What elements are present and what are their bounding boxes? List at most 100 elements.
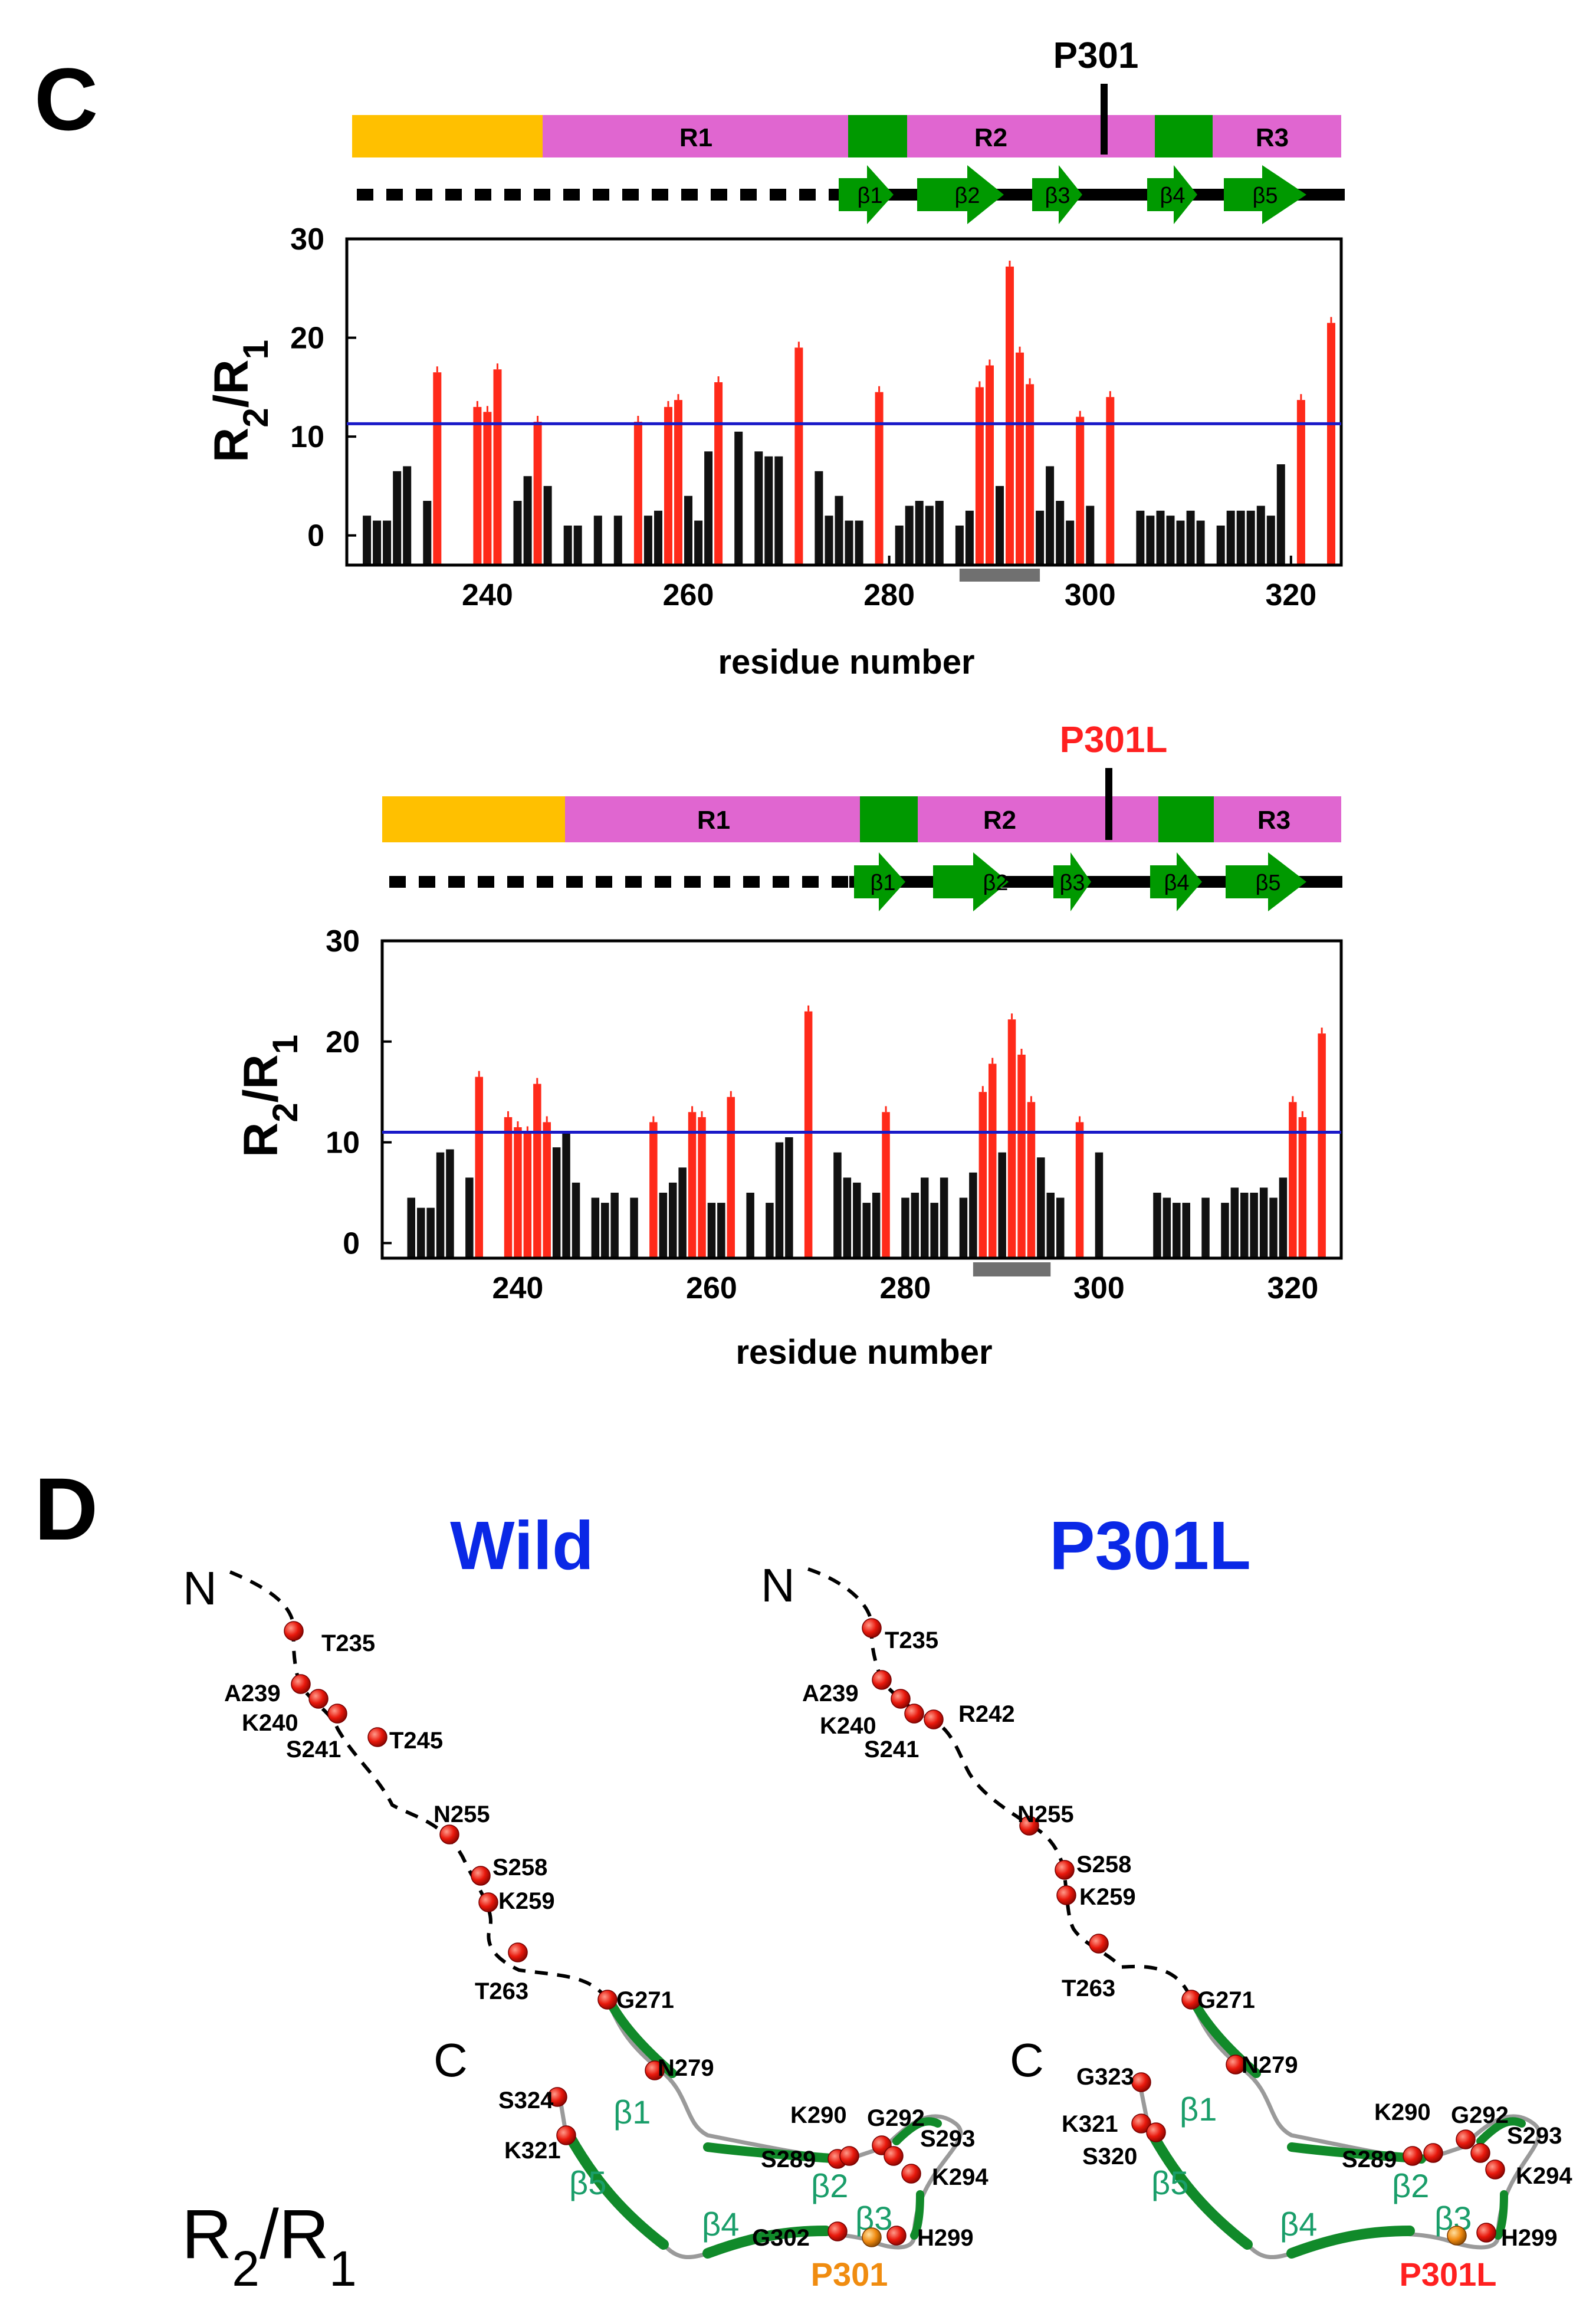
mutant-c-terminus-label: C — [1010, 2034, 1044, 2086]
mutant-residue-label-g292: G292 — [1451, 2102, 1509, 2128]
chart1-xtick-label-260: 260 — [663, 578, 714, 612]
mutant-ribbon-b3b — [1494, 2190, 1508, 2240]
chart1-strand-label-b2: β2 — [955, 183, 980, 208]
chart1-bar-321 — [1296, 400, 1305, 565]
chart2-bar-295 — [1046, 1193, 1055, 1258]
chart1-bar-241 — [493, 369, 502, 565]
chart2-xtick-label-280: 280 — [880, 1271, 931, 1305]
panel-d-label: D — [34, 1459, 98, 1558]
chart2-bar-315 — [1240, 1193, 1249, 1258]
chart2-bar-232 — [436, 1152, 445, 1258]
chart2-ytick-label-30: 30 — [326, 924, 360, 959]
chart1-mutation-label: P301 — [1053, 35, 1139, 76]
chart1-bar-319 — [1276, 464, 1285, 565]
chart2-strand-label-b5: β5 — [1256, 871, 1281, 895]
wild-residue-label-k321: K321 — [504, 2138, 561, 2164]
mutant-ribbon-b4 — [1286, 2226, 1415, 2259]
chart2-xtick-label-240: 240 — [492, 1271, 544, 1305]
chart2-bar-294 — [1037, 1157, 1045, 1258]
chart2-core-segment — [973, 1262, 1051, 1276]
wild-residue-ball-k321 — [556, 2125, 576, 2145]
mutant-residue-ball-h299 — [1476, 2223, 1496, 2243]
chart1-bar-257 — [654, 510, 662, 565]
mutant-residue-ball-t235 — [862, 1618, 882, 1638]
chart2-bar-270 — [804, 1011, 813, 1258]
chart2-bar-278 — [882, 1112, 890, 1258]
mutant-residue-ball-s320 — [1146, 2122, 1166, 2142]
chart2-frame — [380, 939, 1343, 1260]
chart2-bar-252 — [630, 1197, 638, 1258]
chart1-bar-295 — [1036, 510, 1045, 565]
chart2-bar-244 — [552, 1147, 561, 1258]
chart2-plot: 240 260 280 300 320 0 10 20 30 residue number R2… — [234, 924, 1343, 1371]
mutant-mutation-label: P301L — [1400, 2256, 1497, 2293]
chart1-bar-290 — [986, 365, 994, 565]
wild-residue-label-s289: S289 — [761, 2147, 816, 2172]
chart1-bar-314 — [1226, 510, 1235, 565]
chart1-ticks: 240 260 280 300 320 0 10 20 30 — [290, 222, 1316, 612]
mutant-structured-backbone — [1139, 1998, 1541, 2260]
chart1-strand-b4 — [1147, 165, 1197, 224]
chart2-bar-256 — [669, 1182, 677, 1258]
chart2-region-label-r2: R2 — [983, 806, 1016, 835]
wild-residue-label-s241: S241 — [286, 1737, 341, 1763]
chart1-ytick-label-10: 10 — [290, 420, 324, 454]
wild-ribbon-b2 — [703, 2142, 842, 2164]
wild-residue-ball-s293 — [884, 2146, 904, 2166]
chart2-bar-240 — [514, 1127, 522, 1258]
mutant-residue-label-n255: N255 — [1017, 1801, 1074, 1827]
chart1-r2r3-junction — [1155, 115, 1213, 157]
mutant-residue-label-t263: T263 — [1062, 1975, 1115, 2001]
chart1-bar-315 — [1236, 510, 1245, 565]
chart2-bar-281 — [911, 1193, 919, 1258]
chart1-bar-282 — [905, 506, 914, 565]
chart1-bar-285 — [935, 501, 944, 565]
mutant-residue-label-s289: S289 — [1342, 2147, 1397, 2172]
chart2-bar-255 — [659, 1193, 668, 1258]
chart1-bar-305 — [1136, 510, 1145, 565]
wild-ribbon-b1 — [606, 1998, 677, 2078]
chart2-bar-246 — [572, 1182, 580, 1258]
chart2-r2-region — [918, 796, 1158, 842]
chart2-bar-274 — [843, 1177, 852, 1258]
chart2-bar-317 — [1259, 1187, 1268, 1258]
chart2-ytick-label-0: 0 — [343, 1226, 360, 1261]
chart2-bars — [407, 1005, 1326, 1258]
chart1-bars — [363, 260, 1335, 565]
mutant-residue-ball-g323 — [1131, 2072, 1151, 2092]
chart1-bar-296 — [1046, 466, 1055, 565]
chart2-mutation-marker — [1105, 768, 1112, 840]
wild-residue-label-s258: S258 — [492, 1855, 547, 1880]
wild-residue-label-s324: S324 — [498, 2088, 554, 2113]
chart2-bar-309 — [1182, 1203, 1190, 1258]
chart2-bar-298 — [1075, 1122, 1084, 1258]
chart2-bar-235 — [465, 1177, 474, 1258]
chart1-region-label-r2: R2 — [974, 123, 1007, 152]
chart2-bar-306 — [1153, 1193, 1161, 1258]
chart2-r3-region — [1214, 796, 1341, 842]
chart2-strand-label-b1: β1 — [871, 871, 896, 895]
mutant-title: P301L — [1049, 1507, 1251, 1584]
wild-residue-ball-a239 — [291, 1674, 311, 1694]
chart2-bar-311 — [1201, 1197, 1210, 1258]
mutant-residue-ball-k290 — [1423, 2143, 1443, 2163]
mutant-disordered-chain — [807, 1567, 1193, 2001]
chart2-bar-248 — [591, 1197, 600, 1258]
wild-residue-label-g302: G302 — [752, 2225, 810, 2251]
chart1-xlabel: residue number — [718, 643, 974, 681]
chart2-ytick-label-20: 20 — [326, 1025, 360, 1059]
chart2-region-label-r3: R3 — [1257, 806, 1290, 835]
chart1-bar-288 — [965, 510, 974, 565]
wild-residue-ball-t245 — [367, 1727, 387, 1747]
chart1-bar-235 — [433, 372, 442, 565]
mutant-residue-label-k290: K290 — [1374, 2099, 1431, 2125]
chart1-bar-281 — [895, 526, 904, 565]
wild-residue-ball-t263 — [508, 1942, 528, 1962]
chart1-bar-297 — [1056, 501, 1065, 565]
mutant-residue-ball-g271 — [1181, 1990, 1201, 2010]
chart2-bar-233 — [446, 1149, 454, 1258]
chart1-bar-253 — [613, 516, 622, 565]
chart2-strand-b2 — [933, 852, 1009, 911]
wild-strand-label-b5: β5 — [569, 2164, 606, 2201]
chart2-bar-321 — [1298, 1117, 1307, 1258]
